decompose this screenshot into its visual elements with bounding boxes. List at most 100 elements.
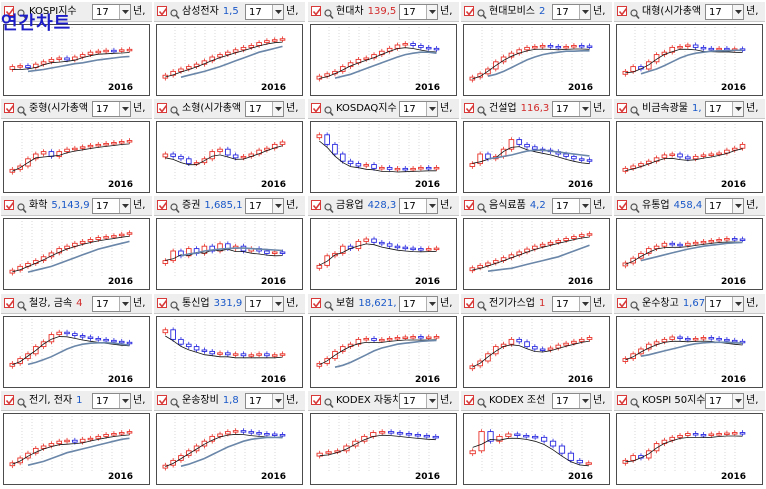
- candlestick-chart[interactable]: 2016: [463, 218, 610, 290]
- search-icon[interactable]: [17, 5, 27, 20]
- period-select[interactable]: 17: [399, 198, 438, 214]
- period-select[interactable]: 17: [245, 296, 284, 312]
- panel-checkbox[interactable]: [157, 6, 168, 16]
- search-icon[interactable]: [630, 199, 640, 214]
- chevron-down-icon[interactable]: [426, 5, 437, 19]
- panel-checkbox[interactable]: [157, 395, 168, 405]
- search-icon[interactable]: [170, 5, 180, 20]
- candlestick-chart[interactable]: 2016: [3, 24, 150, 96]
- search-icon[interactable]: [477, 102, 487, 117]
- candlestick-chart[interactable]: 2016: [156, 316, 303, 388]
- search-icon[interactable]: [170, 297, 180, 312]
- candlestick-chart[interactable]: 2016: [616, 121, 763, 193]
- panel-checkbox[interactable]: [464, 103, 475, 113]
- panel-checkbox[interactable]: [157, 298, 168, 308]
- chevron-down-icon[interactable]: [579, 199, 590, 213]
- period-select[interactable]: 17: [399, 4, 438, 20]
- chevron-down-icon[interactable]: [579, 5, 590, 19]
- period-select[interactable]: 17: [92, 4, 131, 20]
- period-select[interactable]: 17: [705, 4, 744, 20]
- candlestick-chart[interactable]: 2016: [463, 24, 610, 96]
- panel-checkbox[interactable]: [311, 6, 322, 16]
- panel-checkbox[interactable]: [311, 200, 322, 210]
- chevron-down-icon[interactable]: [426, 102, 437, 116]
- panel-checkbox[interactable]: [157, 200, 168, 210]
- period-select[interactable]: 17: [92, 296, 131, 312]
- candlestick-chart[interactable]: 2016: [616, 316, 763, 388]
- chevron-down-icon[interactable]: [272, 199, 283, 213]
- search-icon[interactable]: [630, 297, 640, 312]
- candlestick-chart[interactable]: 2016: [616, 218, 763, 290]
- search-icon[interactable]: [170, 199, 180, 214]
- panel-checkbox[interactable]: [464, 395, 475, 405]
- search-icon[interactable]: [477, 297, 487, 312]
- candlestick-chart[interactable]: 2016: [156, 24, 303, 96]
- period-select[interactable]: 17: [92, 101, 131, 117]
- candlestick-chart[interactable]: 2016: [3, 218, 150, 290]
- period-select[interactable]: 17: [705, 198, 744, 214]
- period-select[interactable]: 17: [552, 198, 591, 214]
- search-icon[interactable]: [630, 394, 640, 409]
- chevron-down-icon[interactable]: [732, 199, 743, 213]
- search-icon[interactable]: [477, 394, 487, 409]
- period-select[interactable]: 17: [399, 101, 438, 117]
- chevron-down-icon[interactable]: [272, 394, 283, 408]
- candlestick-chart[interactable]: 2016: [310, 24, 457, 96]
- panel-checkbox[interactable]: [4, 103, 15, 113]
- panel-checkbox[interactable]: [4, 395, 15, 405]
- panel-checkbox[interactable]: [4, 6, 15, 16]
- candlestick-chart[interactable]: 2016: [463, 316, 610, 388]
- chevron-down-icon[interactable]: [119, 297, 130, 311]
- chevron-down-icon[interactable]: [732, 394, 743, 408]
- search-icon[interactable]: [17, 297, 27, 312]
- chevron-down-icon[interactable]: [426, 297, 437, 311]
- search-icon[interactable]: [324, 102, 334, 117]
- chevron-down-icon[interactable]: [119, 394, 130, 408]
- candlestick-chart[interactable]: 2016: [310, 218, 457, 290]
- panel-checkbox[interactable]: [4, 200, 15, 210]
- period-select[interactable]: 17: [552, 101, 591, 117]
- panel-checkbox[interactable]: [157, 103, 168, 113]
- period-select[interactable]: 17: [245, 4, 284, 20]
- search-icon[interactable]: [170, 394, 180, 409]
- chevron-down-icon[interactable]: [272, 102, 283, 116]
- search-icon[interactable]: [630, 5, 640, 20]
- candlestick-chart[interactable]: 2016: [463, 413, 610, 485]
- period-select[interactable]: 17: [92, 393, 131, 409]
- candlestick-chart[interactable]: 2016: [156, 121, 303, 193]
- candlestick-chart[interactable]: 2016: [616, 24, 763, 96]
- panel-checkbox[interactable]: [311, 103, 322, 113]
- search-icon[interactable]: [17, 394, 27, 409]
- period-select[interactable]: 17: [705, 393, 744, 409]
- candlestick-chart[interactable]: 2016: [616, 413, 763, 485]
- chevron-down-icon[interactable]: [579, 297, 590, 311]
- candlestick-chart[interactable]: 2016: [156, 218, 303, 290]
- panel-checkbox[interactable]: [617, 103, 628, 113]
- panel-checkbox[interactable]: [617, 395, 628, 405]
- search-icon[interactable]: [324, 199, 334, 214]
- candlestick-chart[interactable]: 2016: [3, 316, 150, 388]
- search-icon[interactable]: [324, 297, 334, 312]
- candlestick-chart[interactable]: 2016: [310, 316, 457, 388]
- search-icon[interactable]: [17, 199, 27, 214]
- panel-checkbox[interactable]: [311, 298, 322, 308]
- chevron-down-icon[interactable]: [579, 102, 590, 116]
- search-icon[interactable]: [324, 5, 334, 20]
- search-icon[interactable]: [630, 102, 640, 117]
- chevron-down-icon[interactable]: [119, 199, 130, 213]
- chevron-down-icon[interactable]: [119, 5, 130, 19]
- panel-checkbox[interactable]: [464, 6, 475, 16]
- search-icon[interactable]: [170, 102, 180, 117]
- period-select[interactable]: 17: [245, 198, 284, 214]
- search-icon[interactable]: [17, 102, 27, 117]
- search-icon[interactable]: [324, 394, 334, 409]
- panel-checkbox[interactable]: [464, 200, 475, 210]
- candlestick-chart[interactable]: 2016: [463, 121, 610, 193]
- panel-checkbox[interactable]: [464, 298, 475, 308]
- candlestick-chart[interactable]: 2016: [310, 121, 457, 193]
- candlestick-chart[interactable]: 2016: [310, 413, 457, 485]
- chevron-down-icon[interactable]: [732, 102, 743, 116]
- period-select[interactable]: 17: [92, 198, 131, 214]
- chevron-down-icon[interactable]: [579, 394, 590, 408]
- chevron-down-icon[interactable]: [119, 102, 130, 116]
